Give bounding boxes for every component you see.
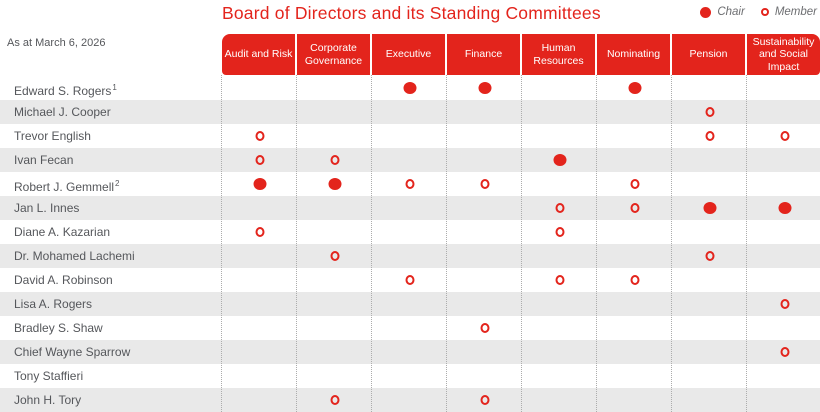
table-row: Ivan Fecan (0, 148, 820, 172)
member-dot-icon (760, 8, 769, 16)
as-at-date: As at March 6, 2026 (7, 37, 106, 49)
chair-dot-icon (700, 6, 712, 18)
table-row: Chief Wayne Sparrow (0, 340, 820, 364)
table-row: Dr. Mohamed Lachemi (0, 244, 820, 268)
table-row: John H. Tory (0, 388, 820, 412)
director-name: Ivan Fecan (14, 153, 74, 167)
legend-chair: Chair (700, 6, 745, 18)
table-row: Lisa A. Rogers (0, 292, 820, 316)
member-dot-icon (780, 347, 789, 357)
member-dot-icon (555, 275, 564, 285)
legend-member-label: Member (774, 6, 817, 18)
director-name: John H. Tory (14, 393, 82, 407)
page-title: Board of Directors and its Standing Comm… (222, 3, 601, 23)
member-dot-icon (630, 179, 639, 189)
column-header-finance: Finance (447, 34, 520, 75)
column-header-human-resources: Human Resources (522, 34, 595, 75)
legend-chair-label: Chair (717, 6, 745, 18)
table-row: Diane A. Kazarian (0, 220, 820, 244)
column-header-audit-and-risk: Audit and Risk (222, 34, 295, 75)
table-row: David A. Robinson (0, 268, 820, 292)
table-row: Jan L. Innes (0, 196, 820, 220)
table-row: Bradley S. Shaw (0, 316, 820, 340)
table-row: Michael J. Cooper (0, 100, 820, 124)
member-dot-icon (405, 275, 414, 285)
chair-dot-icon (478, 82, 491, 94)
column-header-sustainability-and-social-impact: Sustainability and Social Impact (747, 34, 820, 75)
member-dot-icon (780, 131, 789, 141)
member-dot-icon (480, 179, 489, 189)
member-dot-icon (705, 251, 714, 261)
table-body: Edward S. Rogers1 Michael J. Cooper Trevor… (0, 76, 820, 412)
member-dot-icon (255, 155, 264, 165)
director-name: David A. Robinson (14, 273, 113, 287)
director-name: Jan L. Innes (14, 201, 80, 215)
director-name: Chief Wayne Sparrow (14, 345, 131, 359)
column-header-pension: Pension (672, 34, 745, 75)
table-row: Edward S. Rogers1 (0, 76, 820, 100)
member-dot-icon (555, 227, 564, 237)
director-name: Lisa A. Rogers (14, 297, 93, 311)
chair-dot-icon (703, 202, 716, 214)
table-row: Trevor English (0, 124, 820, 148)
member-dot-icon (555, 203, 564, 213)
director-name: Dr. Mohamed Lachemi (14, 249, 135, 263)
director-name: Tony Staffieri (14, 369, 84, 383)
member-dot-icon (255, 227, 264, 237)
chair-dot-icon (778, 202, 791, 214)
member-dot-icon (255, 131, 264, 141)
member-dot-icon (705, 107, 714, 117)
chair-dot-icon (403, 82, 416, 94)
director-name: Michael J. Cooper (14, 105, 111, 119)
director-name: Trevor English (14, 129, 91, 143)
member-dot-icon (330, 155, 339, 165)
footnote-marker: 2 (115, 179, 120, 188)
director-name: Bradley S. Shaw (14, 321, 103, 335)
chair-dot-icon (553, 154, 566, 166)
footnote-marker: 1 (112, 83, 117, 92)
chair-dot-icon (328, 178, 341, 190)
member-dot-icon (705, 131, 714, 141)
column-header-executive: Executive (372, 34, 445, 75)
table-row: Tony Staffieri (0, 364, 820, 388)
chair-dot-icon (628, 82, 641, 94)
director-name: Edward S. Rogers1 (14, 83, 117, 98)
director-name: Robert J. Gemmell2 (14, 179, 120, 194)
member-dot-icon (480, 323, 489, 333)
column-header-nominating: Nominating (597, 34, 670, 75)
member-dot-icon (330, 395, 339, 405)
member-dot-icon (330, 251, 339, 261)
director-name: Diane A. Kazarian (14, 225, 111, 239)
legend-member: Member (760, 6, 817, 18)
member-dot-icon (480, 395, 489, 405)
member-dot-icon (780, 299, 789, 309)
chair-dot-icon (253, 178, 266, 190)
table-row: Robert J. Gemmell2 (0, 172, 820, 196)
column-header-corporate-governance: Corporate Governance (297, 34, 370, 75)
committee-header-row: Audit and Risk Corporate Governance Execut… (222, 34, 820, 75)
member-dot-icon (630, 275, 639, 285)
legend: Chair Member (700, 6, 817, 18)
member-dot-icon (630, 203, 639, 213)
member-dot-icon (405, 179, 414, 189)
